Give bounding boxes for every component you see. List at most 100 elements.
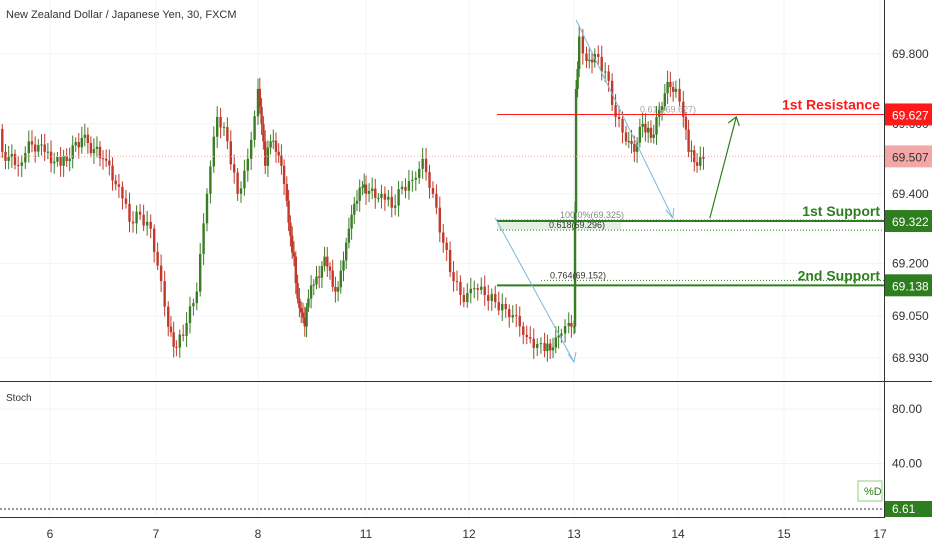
candle-body (49, 151, 53, 164)
candle-body (142, 214, 145, 226)
candle-body (212, 136, 215, 167)
candle-body (588, 59, 591, 61)
candle-body (135, 211, 138, 224)
candle-body (624, 132, 628, 142)
candle-body (473, 288, 476, 290)
candle-body (666, 81, 669, 94)
candle-body (199, 253, 202, 292)
candle-body (383, 193, 387, 200)
candle-body (89, 143, 93, 154)
candle-body (508, 309, 511, 318)
time-tick-label: 17 (873, 527, 887, 541)
candle-body (128, 203, 131, 222)
candle-body (353, 203, 356, 215)
candle-body (652, 134, 655, 138)
candle-body (83, 134, 87, 138)
candle-body (621, 118, 624, 133)
candle-body (202, 223, 205, 254)
candle-body (258, 88, 261, 107)
candle-body (114, 180, 117, 185)
candle-body (590, 59, 594, 63)
time-tick-label: 8 (255, 527, 262, 541)
candle-body (269, 141, 272, 148)
candle-body (328, 266, 332, 271)
candle-body (387, 196, 390, 200)
candle-body (418, 168, 421, 178)
stoch-tick-label: 80.00 (892, 402, 922, 416)
candle-body (163, 281, 166, 307)
candle-body (635, 142, 639, 152)
fibonacci-lines: 100.0%(69.325)0.618(69.296) 0.764(69.152)… (497, 104, 884, 281)
candle-body (318, 276, 321, 278)
candle-body (74, 142, 77, 146)
candle-body (294, 256, 297, 284)
candle-body (159, 265, 163, 282)
candle-body (459, 281, 462, 295)
candle-body (339, 270, 342, 288)
candle-body (546, 343, 549, 352)
candle-body (13, 154, 17, 166)
candle-body (20, 162, 23, 166)
measure-arrow-line (575, 19, 674, 219)
candle-body (188, 306, 192, 324)
candle-body (292, 252, 296, 257)
measure-arrow-head (665, 207, 675, 220)
candle-body (59, 156, 62, 166)
candle-body (633, 143, 636, 152)
candle-body (397, 189, 400, 206)
stoch-tick-label: 6.61 (892, 502, 916, 516)
candle-body (192, 303, 195, 307)
candle-body (260, 106, 263, 124)
candle-body (380, 193, 383, 198)
candle-body (669, 81, 672, 88)
candle-body (597, 54, 600, 57)
candle-body (400, 186, 404, 190)
candle-body (65, 156, 68, 162)
candle-body (205, 193, 209, 224)
time-tick-label: 7 (153, 527, 160, 541)
level-label: 1st Support (802, 203, 880, 219)
candle-body (364, 184, 368, 194)
price-tick-label: 69.400 (892, 187, 929, 201)
candle-body (539, 343, 543, 345)
candle-body (374, 188, 377, 198)
candle-body (289, 222, 292, 236)
candle-body (529, 337, 532, 339)
candle-body (152, 228, 156, 252)
chart-title: New Zealand Dollar / Japanese Yen, 30, F… (6, 9, 237, 21)
candle-body (455, 281, 459, 283)
candle-body (411, 179, 414, 182)
candle-body (522, 326, 525, 335)
candle-body (641, 123, 644, 127)
fib-label: 0.618(69.627) (640, 104, 696, 114)
time-tick-label: 6 (47, 527, 54, 541)
candle-body (578, 36, 581, 70)
current-price-tag (885, 145, 932, 168)
stoch-title: Stoch (6, 393, 32, 404)
candle-body (518, 316, 521, 327)
price-tag-text: 69.627 (892, 108, 929, 122)
candle-body (693, 150, 696, 163)
level-label: 1st Resistance (782, 96, 880, 112)
candle-body (655, 117, 658, 135)
fib-label: 0.764(69.152) (550, 270, 606, 280)
candle-body (442, 232, 445, 243)
candle-body (660, 106, 664, 110)
candle-body (487, 295, 490, 301)
candle-body (424, 158, 428, 173)
candle-body (549, 343, 552, 351)
candle-body (557, 335, 560, 338)
candle-body (334, 286, 337, 292)
candle-body (567, 323, 570, 327)
candle-body (169, 326, 173, 333)
time-tick-label: 11 (360, 527, 373, 541)
candle-body (336, 287, 340, 292)
candle-body (53, 161, 56, 164)
candle-body (233, 164, 236, 173)
candle-body (95, 146, 99, 149)
candle-body (390, 196, 393, 208)
candle-body (428, 172, 431, 188)
candle-body (131, 221, 135, 224)
measure-arrow-line (494, 217, 575, 363)
